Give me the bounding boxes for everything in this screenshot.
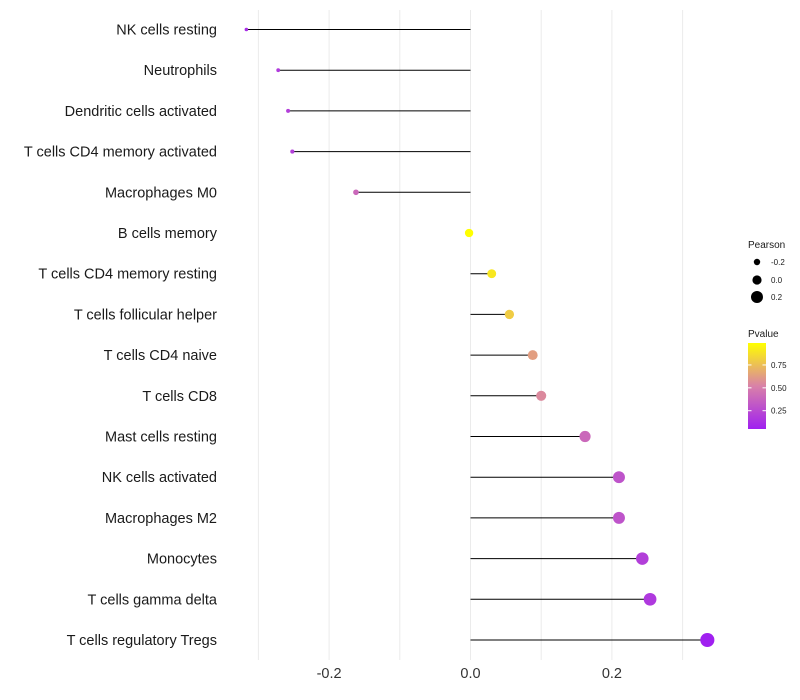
category-label: T cells CD4 memory activated [24,145,217,161]
category-label: Dendritic cells activated [65,104,217,120]
category-label: NK cells activated [102,470,217,486]
legend-color-title: Pvalue [748,329,779,340]
category-label: B cells memory [118,226,218,242]
colorbar-label: 0.75 [771,361,787,370]
category-label: T cells CD8 [142,389,217,405]
category-label: Monocytes [147,552,217,568]
category-label: T cells regulatory Tregs [67,633,217,649]
lollipop-point [504,309,515,320]
size-legend: -0.2 0.0 0.2 [751,258,785,303]
lollipop-point [643,592,657,606]
category-label: T cells CD4 memory resting [38,267,217,283]
lollipop-point [636,552,649,565]
category-label: Neutrophils [144,63,217,79]
grid-lines [257,10,684,660]
size-legend-key [752,275,762,285]
category-label: Mast cells resting [105,430,217,446]
lollipop-point [612,471,625,484]
legend-size-title: Pearson [748,240,785,251]
colorbar-label: 0.50 [771,384,787,393]
pvalue-colorbar [748,343,766,429]
x-axis-ticks: -0.2 0.0 0.2 [317,666,622,682]
legend: Pearson -0.2 0.0 0.2 Pvalue 0.25 0.50 0.75 [748,240,787,429]
category-label: T cells gamma delta [88,592,218,608]
lollipop-point [353,189,359,196]
category-label: NK cells resting [116,23,217,39]
category-label: T cells follicular helper [74,307,217,323]
lollipop-point [612,511,625,524]
size-legend-label: 0.0 [771,276,783,285]
lollipop-point [579,430,591,443]
size-legend-key [751,291,763,303]
lollipop-point [286,108,291,113]
lollipop-point [487,269,497,279]
lollipop-point [700,632,715,648]
lollipop-point [290,149,295,154]
category-label: Macrophages M2 [105,511,217,527]
colorbar-ticks: 0.25 0.50 0.75 [748,361,787,416]
lollipop-point [536,390,547,401]
size-legend-key [753,258,761,266]
category-label: Macrophages M0 [105,185,217,201]
colorbar-label: 0.25 [771,407,787,416]
lollipop-points [244,27,715,648]
x-tick-label: 0.0 [460,666,480,682]
lollipop-point [244,27,249,32]
category-label: T cells CD4 naive [104,348,217,364]
x-tick-label: -0.2 [317,666,342,682]
lollipop-stems [246,29,708,641]
category-labels: NK cells resting Neutrophils Dendritic cel… [24,23,218,650]
size-legend-label: 0.2 [771,293,783,302]
x-tick-label: 0.2 [602,666,622,682]
lollipop-point [464,228,474,238]
lollipop-point [276,68,281,73]
lollipop-point [527,350,538,361]
size-legend-label: -0.2 [771,258,785,267]
